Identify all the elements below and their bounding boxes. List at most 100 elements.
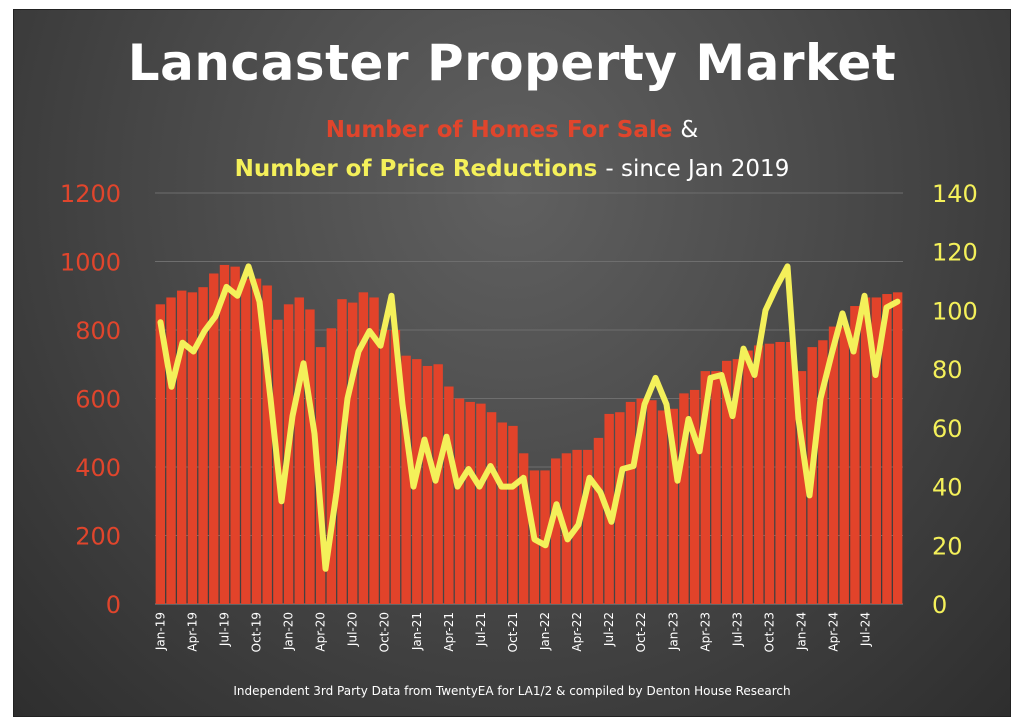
x-axis-tick-label: Jan-20 [282, 612, 296, 651]
bar-homes-for-sale [668, 408, 678, 604]
left-axis-tick-label: 1000 [60, 249, 121, 277]
bar-homes-for-sale [358, 292, 369, 604]
bar-homes-for-sale [347, 302, 358, 604]
bar-homes-for-sale [241, 278, 251, 604]
bar-homes-for-sale [764, 343, 775, 604]
bar-homes-for-sale [476, 403, 486, 604]
bar-homes-for-sale [508, 425, 518, 604]
bar-homes-for-sale [454, 398, 465, 604]
x-axis-tick-label: Jul-22 [602, 612, 616, 647]
bar-homes-for-sale [497, 422, 507, 604]
x-axis-tick-label: Jan-19 [153, 612, 167, 651]
bar-homes-for-sale [796, 371, 807, 604]
bar-homes-for-sale [700, 371, 711, 604]
left-axis-tick-label: 1200 [60, 180, 121, 208]
x-axis-tick-label: Jul-20 [346, 612, 360, 647]
subtitle-homes-for-sale: Number of Homes For Sale [325, 117, 673, 143]
bar-homes-for-sale [305, 309, 315, 604]
bar-homes-for-sale [871, 297, 881, 604]
left-axis-tick-label: 200 [75, 523, 121, 551]
right-axis-tick-label: 0 [932, 591, 947, 619]
bar-homes-for-sale [209, 273, 219, 604]
x-axis-tick-label: Jul-19 [218, 612, 232, 647]
chart-subtitle-line-1: Number of Homes For Sale & [0, 117, 1024, 143]
bar-homes-for-sale [166, 297, 176, 604]
x-axis-tick-label: Apr-24 [827, 612, 841, 652]
bar-homes-for-sale [294, 297, 304, 604]
subtitle-since: - since Jan 2019 [605, 156, 790, 182]
bar-homes-for-sale [636, 398, 646, 604]
x-axis-tick-label: Apr-19 [185, 612, 199, 652]
x-axis-tick-label: Oct-23 [762, 612, 776, 652]
bar-homes-for-sale [551, 458, 561, 604]
right-axis-tick-label: 100 [932, 297, 978, 325]
subtitle-price-reductions: Number of Price Reductions [234, 156, 598, 182]
bar-homes-for-sale [657, 410, 668, 604]
bar-homes-for-sale [711, 371, 721, 604]
bar-homes-for-sale [486, 412, 497, 604]
bar-homes-for-sale [187, 292, 198, 604]
bar-homes-for-sale [732, 359, 743, 604]
bar-homes-for-sale [155, 304, 166, 604]
bar-homes-for-sale [444, 386, 454, 604]
series-line-price-reductions [157, 263, 901, 572]
chart-subtitle-line-2: Number of Price Reductions - since Jan 2… [0, 156, 1024, 182]
bar-homes-for-sale [518, 453, 529, 604]
left-axis-tick-label: 800 [75, 317, 121, 345]
x-axis-tick-label: Oct-20 [378, 612, 392, 652]
bar-homes-for-sale [198, 287, 208, 604]
right-axis-tick-label: 80 [932, 356, 963, 384]
x-axis-tick-label: Jan-23 [666, 612, 680, 651]
bar-homes-for-sale [625, 401, 636, 604]
bar-homes-for-sale [390, 330, 401, 604]
bar-homes-for-sale [433, 364, 443, 604]
bar-homes-for-sale [251, 278, 262, 604]
left-axis-tick-label: 600 [75, 386, 121, 414]
x-axis-tick-label: Oct-21 [506, 612, 520, 652]
x-axis-tick-label: Jan-21 [410, 612, 424, 651]
bar-homes-for-sale [262, 285, 272, 604]
right-axis-tick-label: 120 [932, 239, 978, 267]
bar-homes-for-sale [892, 292, 903, 604]
left-axis-ticks: 0 200 400 600 800 1000 1200 [60, 180, 121, 619]
bar-homes-for-sale [839, 326, 849, 604]
bar-homes-for-sale [615, 412, 625, 604]
bar-homes-for-sale [401, 355, 411, 604]
bar-homes-for-sale [754, 345, 764, 604]
bar-homes-for-sale [828, 326, 839, 604]
x-axis-ticks: Jan-19 Apr-19 Jul-19 Oct-19 Jan-20 Apr-20 Jul-… [153, 612, 872, 652]
left-axis-tick-label: 400 [75, 454, 121, 482]
bar-homes-for-sale [818, 340, 828, 604]
x-axis-tick-label: Jul-24 [859, 612, 873, 647]
right-axis-ticks: 0 20 40 60 80 100 120 140 [932, 180, 978, 619]
bar-homes-for-sale [593, 437, 604, 604]
bar-homes-for-sale [422, 365, 433, 604]
x-axis-tick-label: Jan-22 [538, 612, 552, 651]
x-axis-tick-label: Apr-20 [314, 612, 328, 652]
right-axis-tick-label: 140 [932, 180, 978, 208]
bar-homes-for-sale [786, 341, 796, 604]
bar-homes-for-sale [380, 330, 390, 604]
bar-homes-for-sale [465, 401, 475, 604]
bar-homes-for-sale [369, 297, 379, 604]
bar-homes-for-sale [326, 328, 337, 604]
chart-footer: Independent 3rd Party Data from TwentyEA… [233, 684, 791, 698]
x-axis-tick-label: Jan-24 [795, 612, 809, 651]
bar-homes-for-sale [721, 360, 732, 604]
bar-homes-for-sale [219, 264, 230, 604]
x-axis-tick-label: Apr-23 [698, 612, 712, 652]
bar-homes-for-sale [230, 266, 240, 604]
right-axis-tick-label: 40 [932, 474, 963, 502]
x-axis-tick-label: Jul-21 [474, 612, 488, 647]
x-axis-tick-label: Oct-19 [250, 612, 264, 652]
bar-homes-for-sale [850, 306, 860, 604]
bar-homes-for-sale [177, 290, 187, 604]
subtitle-ampersand: & [680, 117, 699, 143]
bar-homes-for-sale [882, 294, 892, 604]
x-axis-tick-label: Apr-21 [442, 612, 456, 652]
right-axis-tick-label: 60 [932, 415, 963, 443]
bar-homes-for-sale [860, 297, 871, 604]
x-axis-tick-label: Oct-22 [634, 612, 648, 652]
bar-homes-for-sale [775, 341, 785, 604]
